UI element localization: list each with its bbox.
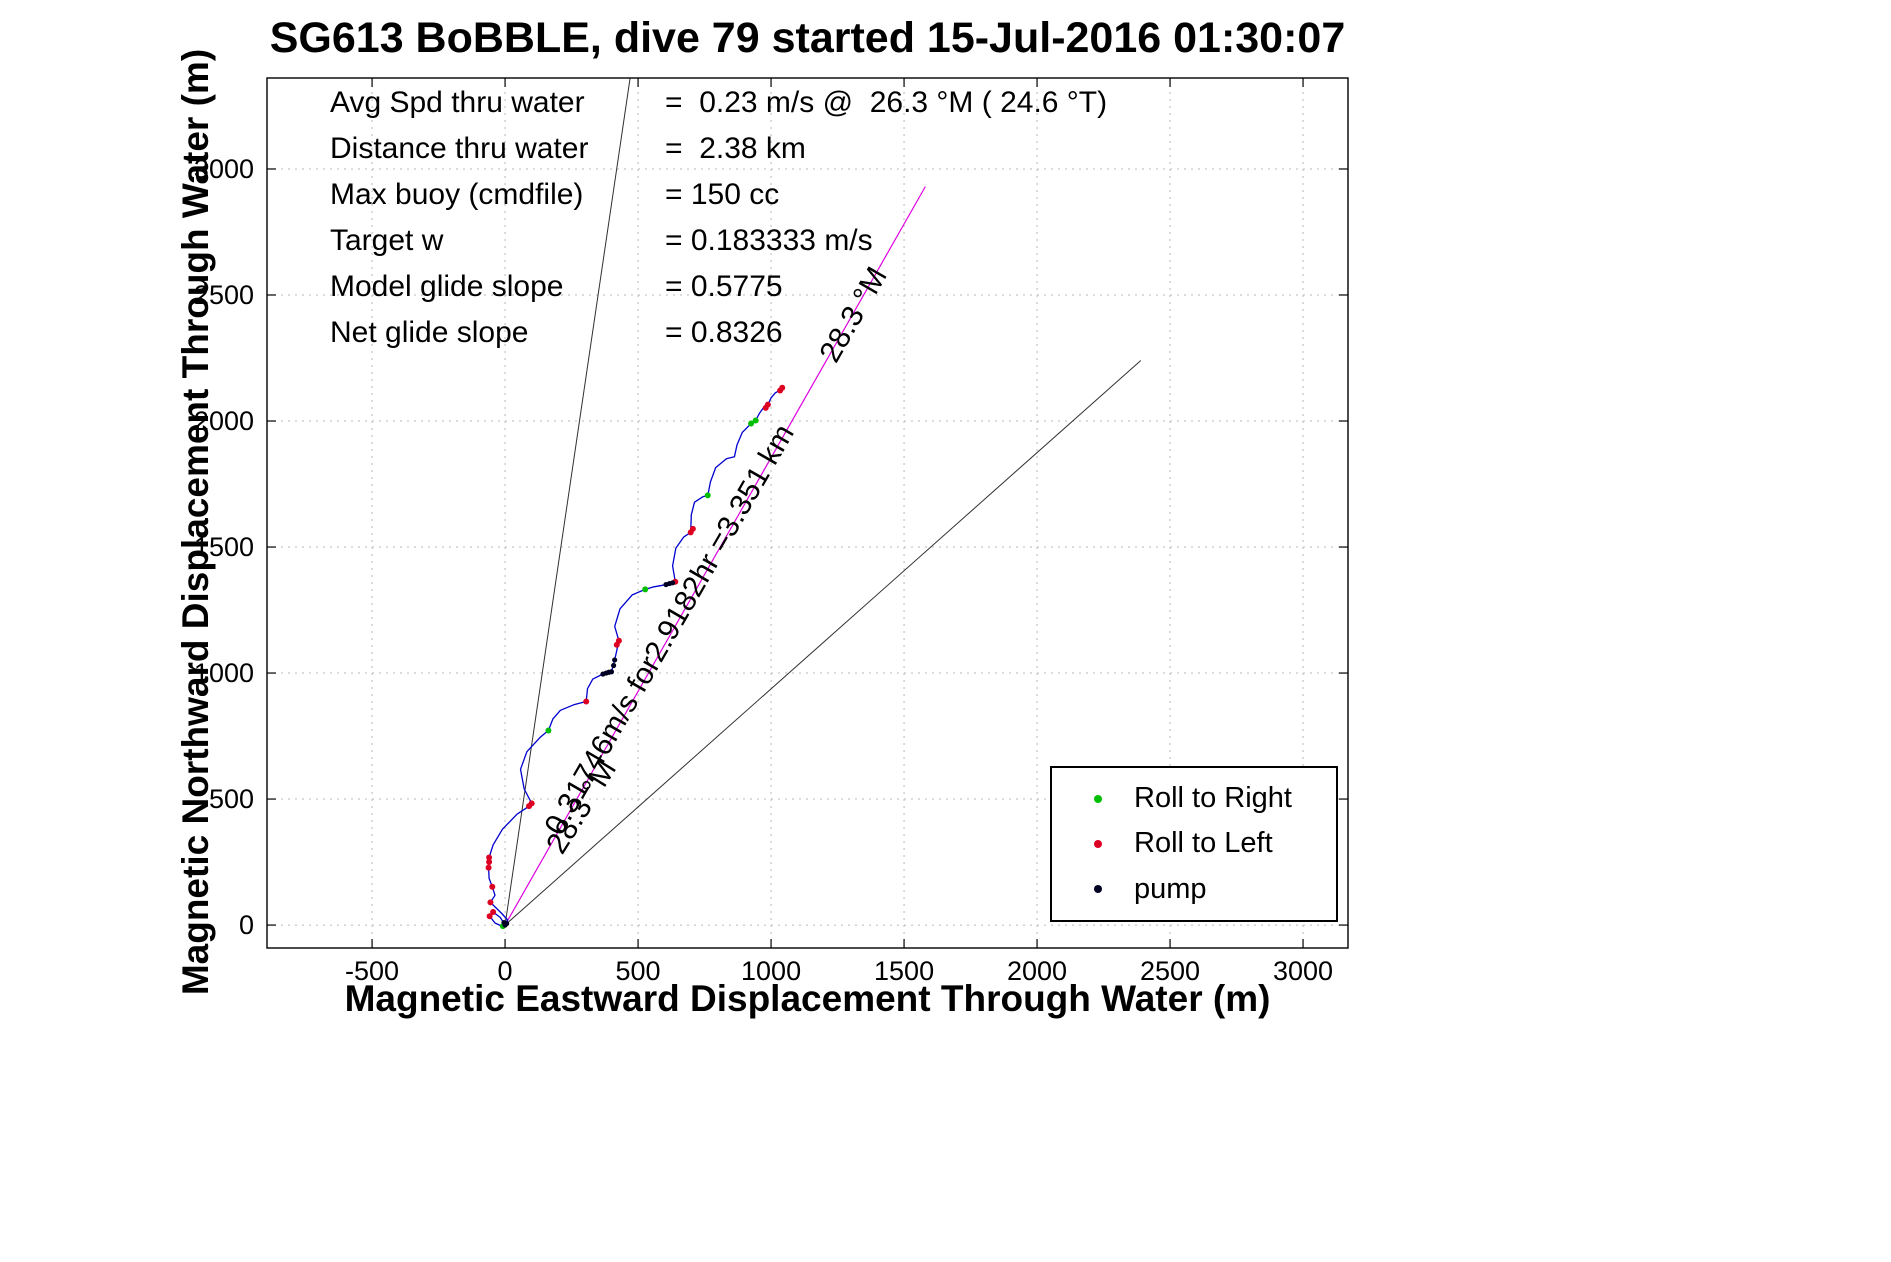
y-tick-label: 2500 xyxy=(194,280,254,310)
roll-left-marker xyxy=(528,800,535,807)
x-tick-label: 2000 xyxy=(1007,956,1067,986)
stat-value: = 2.38 km xyxy=(665,132,806,165)
roll-right-dot-icon xyxy=(1094,794,1102,803)
roll-left-marker xyxy=(485,864,492,871)
x-tick-label: 500 xyxy=(616,956,661,986)
y-tick-label: 1500 xyxy=(194,532,254,562)
roll-left-marker xyxy=(487,899,494,906)
y-tick-label: 2000 xyxy=(194,406,254,436)
legend-label: Roll to Right xyxy=(1134,782,1292,815)
y-tick-label: 1000 xyxy=(194,658,254,688)
stat-row: Distance thru water = 2.38 km xyxy=(330,126,1107,172)
stat-label: Max buoy (cmdfile) xyxy=(330,178,584,211)
roll-right-marker xyxy=(748,420,755,427)
stat-row: Max buoy (cmdfile) = 150 cc xyxy=(330,172,1107,218)
mean-course-line xyxy=(504,186,926,926)
stat-row: Net glide slope = 0.8326 xyxy=(330,310,1107,356)
x-tick-label: -500 xyxy=(345,956,399,986)
roll-left-marker xyxy=(486,854,493,861)
glide-reference-line xyxy=(504,360,1142,926)
stat-label: Net glide slope xyxy=(330,316,529,349)
pump-marker xyxy=(608,669,615,675)
y-tick-label: 500 xyxy=(209,784,254,814)
legend-item: Roll to Right xyxy=(1052,782,1336,815)
stat-value: = 0.8326 xyxy=(665,316,783,349)
roll-left-marker xyxy=(486,859,493,866)
roll-left-marker xyxy=(764,401,771,408)
stat-value: = 0.23 m/s @ 26.3 °M ( 24.6 °T) xyxy=(665,86,1108,119)
pump-marker xyxy=(501,919,507,926)
stat-row: Target w = 0.183333 m/s xyxy=(330,218,1107,264)
stat-value: = 150 cc xyxy=(665,178,780,211)
stat-label: Avg Spd thru water xyxy=(330,86,585,119)
stat-value: = 0.183333 m/s xyxy=(665,224,873,257)
roll-left-marker xyxy=(486,913,493,920)
roll-right-marker xyxy=(752,417,759,424)
legend-label: pump xyxy=(1134,872,1207,905)
dive-stats: Avg Spd thru water = 0.23 m/s @ 26.3 °M (… xyxy=(330,80,1107,356)
x-tick-label: 1500 xyxy=(874,956,934,986)
x-axis-label: Magnetic Eastward Displacement Through W… xyxy=(344,978,1271,1019)
y-tick-label: 0 xyxy=(239,910,254,940)
roll-left-dot-icon xyxy=(1094,839,1102,848)
pump-marker xyxy=(610,662,617,669)
roll-left-marker xyxy=(615,637,622,644)
stat-label: Model glide slope xyxy=(330,270,564,303)
roll-left-marker xyxy=(583,698,590,705)
x-tick-label: 0 xyxy=(498,956,513,986)
roll-right-marker xyxy=(704,492,711,499)
roll-left-marker xyxy=(490,908,497,915)
x-tick-label: 1000 xyxy=(741,956,801,986)
roll-left-marker xyxy=(489,883,496,890)
legend-item: pump xyxy=(1052,873,1336,906)
roll-right-marker xyxy=(545,727,552,734)
x-tick-label: 2500 xyxy=(1140,956,1200,986)
pump-dot-icon xyxy=(1094,885,1102,894)
axes-box xyxy=(266,77,1349,949)
roll-left-marker xyxy=(689,525,696,532)
stat-label: Target w xyxy=(330,224,444,257)
legend: Roll to Right Roll to Left pump xyxy=(1050,766,1338,922)
pump-marker xyxy=(670,580,676,586)
stat-label: Distance thru water xyxy=(330,132,589,165)
roll-left-marker xyxy=(779,384,786,391)
y-tick-label: 3000 xyxy=(194,154,254,184)
dive-track xyxy=(487,387,783,928)
chart-title: SG613 BoBBLE, dive 79 started 15-Jul-201… xyxy=(269,14,1346,62)
x-tick-label: 3000 xyxy=(1273,956,1333,986)
stat-value: = 0.5775 xyxy=(665,270,783,303)
roll-right-marker xyxy=(642,586,649,593)
legend-item: Roll to Left xyxy=(1052,827,1336,860)
stat-row: Avg Spd thru water = 0.23 m/s @ 26.3 °M (… xyxy=(330,80,1107,126)
stat-row: Model glide slope = 0.5775 xyxy=(330,264,1107,310)
legend-label: Roll to Left xyxy=(1134,827,1273,860)
north-reference-line xyxy=(504,78,631,926)
pump-marker xyxy=(612,657,618,663)
